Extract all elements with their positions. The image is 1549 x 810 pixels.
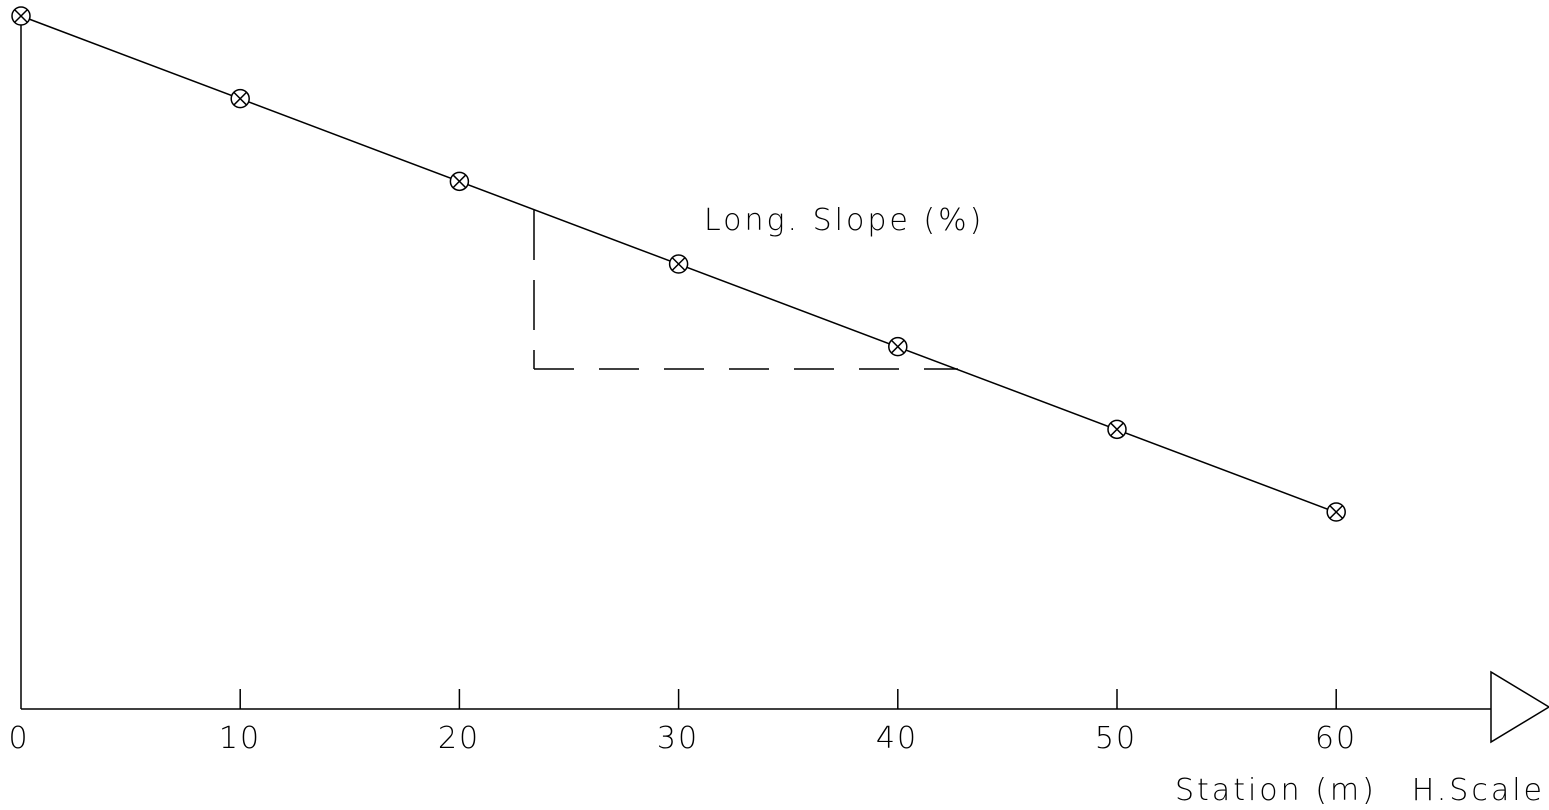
x-tick-label: 20	[438, 721, 480, 756]
station-marker-icon	[11, 6, 31, 26]
station-marker-icon	[888, 336, 908, 357]
station-marker-icon	[1326, 502, 1346, 522]
x-axis-title: Station (m)	[1175, 773, 1377, 808]
station-markers	[11, 6, 1346, 522]
station-marker-icon	[449, 171, 470, 192]
slope-annotation: Long. Slope (%)	[704, 203, 984, 238]
x-tick-label: 50	[1095, 721, 1137, 756]
x-tick-label: 30	[657, 721, 699, 756]
x-axis-scale-label: H.Scale	[1412, 773, 1545, 808]
x-tick-label: 10	[219, 721, 261, 756]
x-axis-tick-labels: 0 10 20 30 40 50 60	[8, 721, 1357, 756]
x-axis-arrow	[1490, 670, 1549, 744]
station-marker-icon	[668, 254, 689, 274]
station-marker-icon	[1107, 419, 1127, 440]
station-marker-icon	[230, 88, 250, 109]
x-tick-label: 0	[8, 721, 29, 756]
slope-triangle	[533, 210, 958, 370]
x-tick-label: 40	[876, 721, 918, 756]
x-axis-ticks	[239, 689, 1337, 709]
x-tick-label: 60	[1315, 721, 1357, 756]
